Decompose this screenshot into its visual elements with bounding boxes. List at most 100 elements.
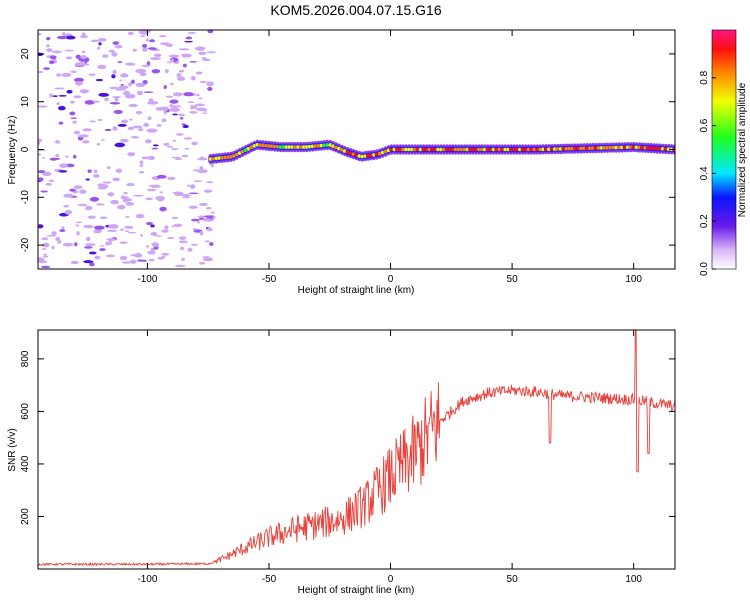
noise-speckle <box>114 44 123 49</box>
noise-speckle <box>75 81 83 86</box>
noise-speckle <box>38 138 43 143</box>
noise-speckle <box>186 184 191 187</box>
noise-speckle <box>61 72 72 77</box>
noise-speckle <box>119 241 128 244</box>
noise-speckle <box>128 118 133 121</box>
noise-speckle <box>89 196 100 202</box>
signal-track-layer <box>208 139 675 165</box>
noise-speckle <box>74 62 85 67</box>
snr-frame <box>37 329 676 570</box>
noise-speckle <box>167 176 176 181</box>
noise-speckle <box>75 221 83 224</box>
noise-speckle <box>199 230 204 236</box>
noise-speckle <box>70 70 77 74</box>
noise-speckle <box>165 43 173 47</box>
noise-speckle <box>117 204 126 210</box>
colorbar-tick-label: 0.6 <box>699 118 710 132</box>
noise-speckle <box>190 76 196 81</box>
noise-speckle <box>191 141 198 146</box>
noise-speckle <box>187 101 195 103</box>
noise-speckle <box>112 41 120 45</box>
noise-speckle <box>83 61 88 64</box>
noise-speckle <box>46 235 56 237</box>
noise-speckle-layer <box>38 30 217 269</box>
noise-speckle <box>164 69 169 74</box>
noise-speckle <box>82 128 92 132</box>
noise-speckle <box>166 145 174 148</box>
noise-speckle <box>170 148 179 151</box>
noise-speckle <box>88 73 96 76</box>
noise-speckle <box>127 126 134 131</box>
noise-speckle <box>198 97 203 100</box>
noise-speckle <box>38 177 44 182</box>
noise-speckle <box>73 185 83 190</box>
noise-speckle <box>206 227 213 232</box>
spectrogram-x-tick-label: 0 <box>388 274 394 285</box>
noise-speckle <box>171 105 178 109</box>
noise-speckle <box>193 180 203 183</box>
noise-speckle <box>127 231 137 234</box>
noise-speckle <box>132 125 143 129</box>
noise-speckle <box>136 90 144 96</box>
noise-speckle <box>199 80 207 84</box>
noise-speckle <box>120 73 129 78</box>
noise-speckle <box>93 169 98 174</box>
noise-speckle <box>84 243 96 247</box>
noise-speckle <box>95 203 105 206</box>
noise-speckle <box>111 52 118 57</box>
spectrogram-y-tick-label: 0 <box>20 146 31 152</box>
noise-speckle <box>206 81 214 87</box>
noise-speckle <box>152 144 159 147</box>
noise-speckle <box>118 85 129 90</box>
snr-x-label: Height of straight line (km) <box>298 585 415 596</box>
spectrogram-x-ticks: -100 -50 0 50 100 <box>137 30 642 285</box>
noise-speckle <box>46 48 53 53</box>
noise-speckle <box>69 111 76 116</box>
noise-speckle <box>50 55 57 60</box>
noise-speckle <box>153 53 162 57</box>
noise-speckle <box>73 95 82 99</box>
noise-speckle <box>106 229 118 232</box>
noise-speckle <box>188 192 199 195</box>
snr-panel: -100 -50 0 50 100 200 400 600 800 Height of str… <box>7 329 676 596</box>
noise-speckle <box>104 97 109 102</box>
noise-speckle <box>89 120 96 123</box>
noise-speckle <box>202 218 212 222</box>
noise-speckle <box>138 128 144 132</box>
noise-speckle <box>83 260 94 264</box>
noise-speckle <box>209 242 214 246</box>
noise-speckle <box>151 69 161 74</box>
noise-speckle <box>97 118 104 121</box>
noise-speckle <box>156 124 162 127</box>
noise-speckle <box>90 39 99 43</box>
noise-speckle <box>123 191 128 195</box>
noise-speckle <box>94 255 101 260</box>
noise-speckle <box>140 259 147 262</box>
noise-speckle <box>168 54 180 58</box>
colorbar-tick-label: 0.0 <box>699 262 710 276</box>
noise-speckle <box>145 38 150 42</box>
noise-speckle <box>178 48 190 51</box>
noise-speckle <box>119 255 128 261</box>
noise-speckle <box>182 196 191 199</box>
noise-speckle <box>183 137 193 140</box>
noise-speckle <box>88 251 97 255</box>
noise-speckle <box>192 228 198 231</box>
noise-speckle <box>92 100 101 103</box>
noise-speckle <box>41 237 49 241</box>
noise-speckle <box>110 87 117 90</box>
noise-speckle <box>102 181 112 184</box>
spectrogram-y-tick-label: -10 <box>20 190 31 205</box>
noise-speckle <box>124 230 129 232</box>
noise-speckle <box>54 87 65 90</box>
noise-speckle <box>159 34 167 38</box>
noise-speckle <box>189 110 198 114</box>
noise-speckle <box>163 109 167 115</box>
noise-speckle <box>79 189 87 194</box>
noise-speckle <box>65 155 69 158</box>
noise-speckle <box>63 193 74 198</box>
noise-speckle <box>169 107 181 112</box>
noise-speckle <box>119 79 123 82</box>
spectrogram-x-tick-label: 100 <box>625 274 642 285</box>
noise-speckle <box>189 60 198 63</box>
